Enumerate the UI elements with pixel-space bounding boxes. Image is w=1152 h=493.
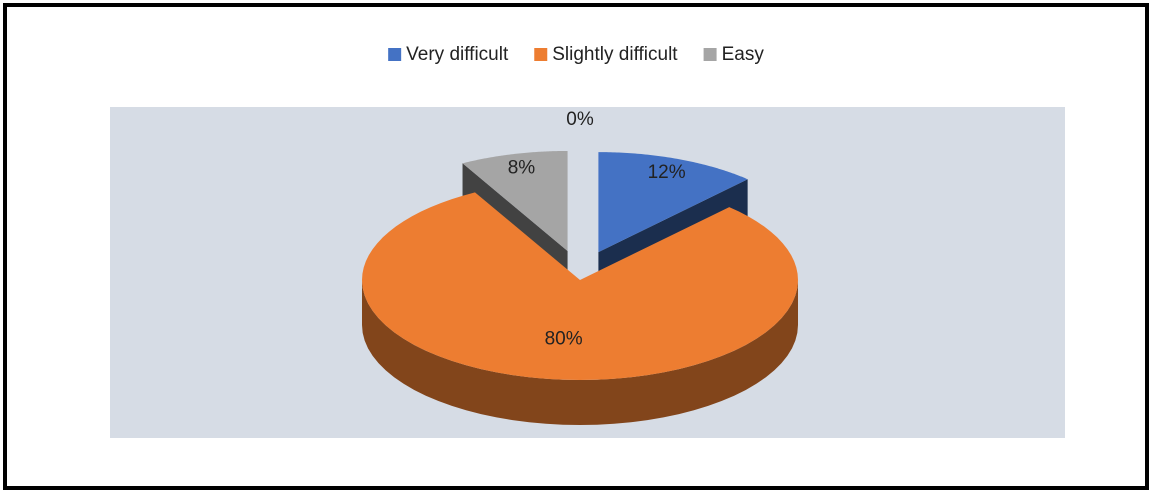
legend-swatch	[703, 48, 717, 61]
data-label: 0%	[566, 109, 594, 130]
legend-label: Slightly difficult	[552, 44, 678, 65]
legend: Very difficult Slightly difficult Easy	[388, 44, 764, 65]
legend-swatch	[534, 48, 548, 61]
data-label: 12%	[648, 162, 686, 183]
pie-slice	[362, 192, 798, 380]
data-label: 80%	[545, 329, 583, 350]
pie	[362, 150, 798, 425]
pie-side	[362, 280, 798, 425]
data-label: 8%	[508, 158, 536, 179]
legend-swatch	[388, 48, 402, 61]
legend-label: Very difficult	[406, 44, 509, 65]
pie-slice	[462, 150, 568, 251]
legend-label: Easy	[722, 44, 765, 65]
pie-slice	[598, 152, 748, 253]
